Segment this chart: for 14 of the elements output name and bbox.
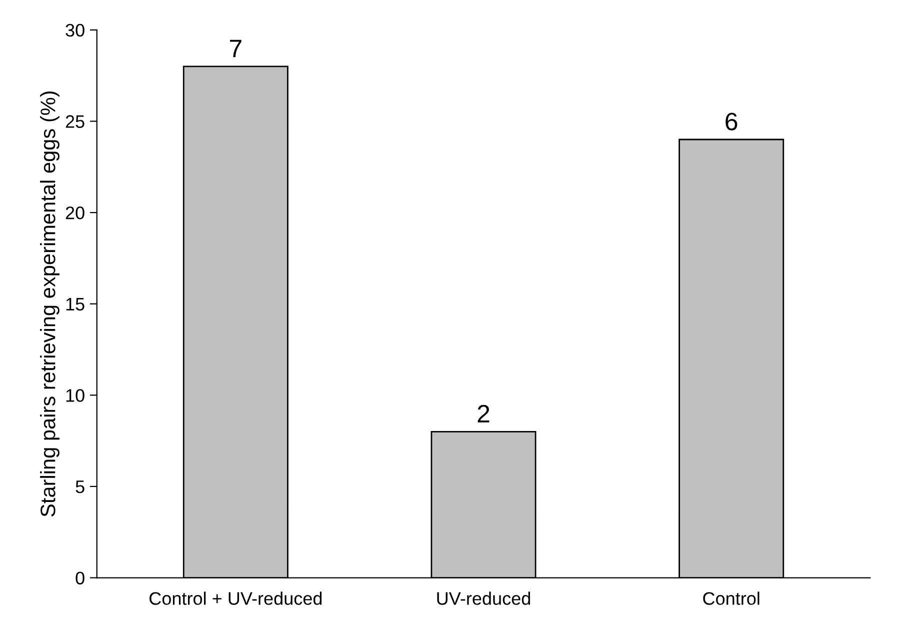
annotation: 6 [726, 112, 738, 130]
y-tick-label: 20 [66, 206, 84, 220]
y-axis-title: Starling pairs retrieving experimental eggs (%) [40, 91, 60, 517]
y-tick-label: 5 [76, 480, 84, 494]
x-tick-label: Control + UV-reduced [150, 592, 322, 605]
y-tick-label: 10 [66, 389, 84, 402]
x-tick-label: UV-reduced [437, 592, 530, 605]
x-tick-label: Control [703, 592, 760, 605]
annotation: 7 [230, 40, 242, 58]
y-tick-label: 30 [66, 24, 84, 37]
y-tick-label: 0 [76, 572, 84, 584]
y-tick-label: 25 [66, 115, 84, 128]
y-tick-label: 15 [66, 298, 84, 311]
annotation: 2 [478, 404, 490, 422]
